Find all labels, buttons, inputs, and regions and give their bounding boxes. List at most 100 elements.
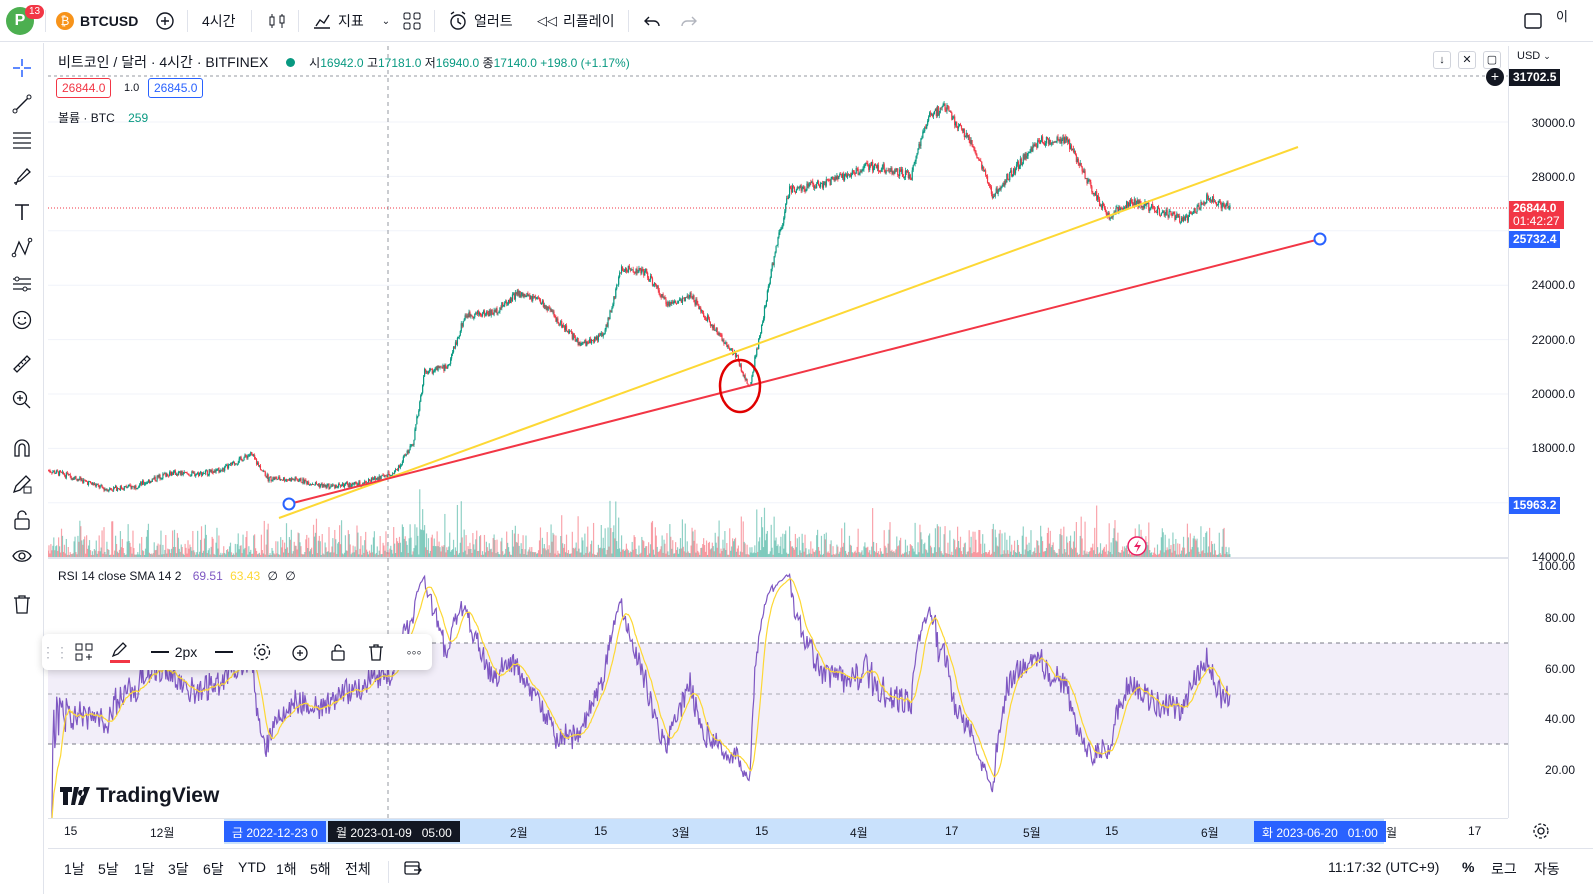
candle-body bbox=[909, 174, 911, 179]
lock-drawing-tool[interactable] bbox=[6, 469, 38, 499]
red-trendline[interactable] bbox=[288, 238, 1321, 505]
range-5y-button[interactable]: 5해 bbox=[310, 861, 331, 877]
crosshair-tool[interactable] bbox=[6, 53, 38, 83]
volume-bar bbox=[615, 501, 617, 557]
plus-icon[interactable]: + bbox=[1486, 68, 1504, 86]
volume-bar bbox=[1177, 543, 1179, 557]
volume-bar bbox=[220, 552, 222, 557]
remove-drawings-tool[interactable] bbox=[6, 589, 38, 619]
line-width-button[interactable]: 2px bbox=[146, 634, 202, 670]
brush-tool[interactable] bbox=[6, 161, 38, 191]
range-6m-button[interactable]: 6달 bbox=[203, 861, 224, 877]
candle-body bbox=[364, 481, 366, 484]
range-1m-button[interactable]: 1달 bbox=[134, 861, 155, 877]
percent-toggle[interactable]: % bbox=[1462, 859, 1475, 875]
settings-button[interactable] bbox=[248, 634, 276, 670]
candle-body bbox=[1085, 178, 1087, 179]
volume-bar bbox=[1025, 536, 1027, 557]
topbar-right-partial[interactable]: 이 bbox=[1556, 8, 1568, 24]
candle-body bbox=[1070, 145, 1073, 151]
chart-settings-button[interactable] bbox=[1532, 822, 1550, 845]
buy-button[interactable]: 26845.0 bbox=[148, 78, 204, 98]
volume-bar bbox=[423, 530, 425, 557]
measure-tool[interactable] bbox=[6, 349, 38, 379]
indicators-button[interactable]: 지표 ⌄ bbox=[312, 0, 390, 42]
volume-bar bbox=[119, 531, 122, 557]
price-scale[interactable]: USD ⌄ 31702.5 30000.0 28000.0 26844.0 01… bbox=[1508, 46, 1593, 818]
range-all-button[interactable]: 전체 bbox=[345, 861, 371, 877]
collapse-pane-button[interactable]: ↓ bbox=[1433, 51, 1451, 69]
volume-bar bbox=[202, 550, 205, 557]
symbol-search-button[interactable]: ₿ BTCUSD bbox=[56, 0, 138, 42]
volume-bar bbox=[813, 551, 815, 557]
more-button[interactable]: ◦◦◦ bbox=[400, 634, 428, 670]
layouts-button[interactable] bbox=[403, 0, 421, 42]
candle-body bbox=[809, 182, 811, 186]
volume-bar bbox=[954, 540, 956, 557]
replay-button[interactable]: ◁◁ 리플레이 bbox=[537, 0, 615, 42]
range-1y-button[interactable]: 1해 bbox=[276, 861, 297, 877]
trendline-anchor-start[interactable] bbox=[282, 497, 296, 511]
compare-symbol-button[interactable] bbox=[155, 0, 175, 42]
volume-bar bbox=[111, 521, 113, 557]
volume-bar bbox=[1009, 535, 1011, 557]
restore-pane-button[interactable]: ▢ bbox=[1483, 51, 1501, 69]
candle-body bbox=[455, 342, 458, 345]
line-color-button[interactable] bbox=[106, 634, 134, 670]
volume-bar bbox=[348, 534, 350, 557]
volume-bar bbox=[81, 540, 83, 557]
lock-all-tool[interactable] bbox=[6, 505, 38, 535]
alert-button[interactable]: 얼러트 bbox=[448, 0, 513, 42]
trendline-anchor-end[interactable] bbox=[1313, 232, 1327, 246]
candle-body bbox=[644, 271, 646, 276]
highlight-circle[interactable] bbox=[718, 358, 762, 414]
zoom-tool[interactable] bbox=[6, 385, 38, 415]
log-toggle[interactable]: 로그 bbox=[1491, 861, 1517, 877]
lock-button[interactable] bbox=[324, 634, 352, 670]
emoji-tool[interactable] bbox=[6, 305, 38, 335]
candle-body bbox=[423, 376, 425, 386]
candle-body bbox=[978, 157, 980, 161]
range-1d-button[interactable]: 1날 bbox=[64, 861, 85, 877]
rewind-icon: ◁◁ bbox=[537, 13, 557, 28]
drag-handle[interactable]: ⋮⋮ bbox=[41, 643, 69, 660]
text-tool[interactable] bbox=[6, 197, 38, 227]
pattern-tool[interactable] bbox=[6, 233, 38, 263]
sell-button[interactable]: 26844.0 bbox=[56, 78, 112, 98]
yellow-trendline[interactable] bbox=[278, 146, 1299, 519]
delete-button[interactable] bbox=[362, 634, 390, 670]
undo-button[interactable] bbox=[643, 0, 661, 42]
currency-selector[interactable]: USD ⌄ bbox=[1517, 50, 1551, 62]
candle-body bbox=[1209, 198, 1211, 201]
candle-body bbox=[672, 301, 674, 304]
range-5d-button[interactable]: 5날 bbox=[98, 861, 119, 877]
chart-type-button[interactable] bbox=[267, 0, 287, 42]
magnet-tool[interactable] bbox=[6, 433, 38, 463]
trendline-tool[interactable] bbox=[6, 89, 38, 119]
hide-drawings-tool[interactable] bbox=[6, 541, 38, 571]
range-ytd-button[interactable]: YTD bbox=[238, 859, 266, 875]
chart-canvas[interactable] bbox=[48, 46, 1508, 818]
fib-tool[interactable] bbox=[6, 125, 38, 155]
volume-bar bbox=[1200, 526, 1202, 557]
goto-date-button[interactable] bbox=[404, 859, 422, 880]
auto-toggle[interactable]: 자동 bbox=[1534, 861, 1560, 877]
chart-pane[interactable]: 비트코인 / 달러 · 4시간 · BITFINEX 시16942.0 고171… bbox=[48, 46, 1508, 818]
candle-body bbox=[254, 455, 256, 459]
fullscreen-button[interactable] bbox=[1523, 0, 1543, 42]
redo-button[interactable] bbox=[680, 0, 698, 42]
time-axis[interactable]: 15 12월 금 2022-12-23 0 월 2023-01-09 05:00… bbox=[48, 818, 1508, 844]
fib-lines-icon bbox=[13, 132, 31, 149]
candle-body bbox=[530, 295, 532, 300]
interval-button[interactable]: 4시간 bbox=[202, 13, 236, 29]
clock-timezone[interactable]: 11:17:32 (UTC+9) bbox=[1328, 859, 1440, 875]
volume-bar bbox=[1041, 541, 1044, 557]
add-alert-button[interactable] bbox=[286, 634, 314, 670]
templates-button[interactable] bbox=[70, 634, 98, 670]
range-3m-button[interactable]: 3달 bbox=[168, 861, 189, 877]
symbol-title[interactable]: 비트코인 / 달러 · 4시간 · BITFINEX bbox=[58, 54, 269, 70]
volume-bar bbox=[250, 549, 252, 557]
line-style-button[interactable] bbox=[210, 634, 238, 670]
maximize-pane-button[interactable]: ✕ bbox=[1458, 51, 1476, 69]
prediction-tool[interactable] bbox=[6, 269, 38, 299]
